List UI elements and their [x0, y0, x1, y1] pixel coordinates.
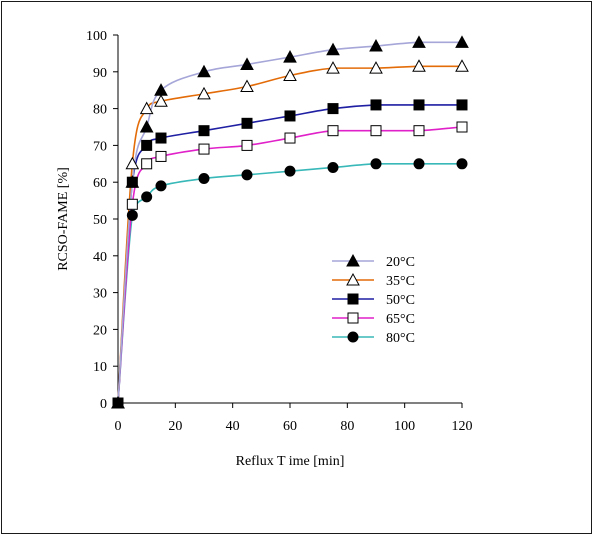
series-line-1 [117, 41, 462, 404]
series-4-point-marker [141, 158, 153, 170]
y-tick-label: 90 [93, 66, 107, 81]
series-5-point-marker [198, 173, 210, 185]
legend-4-marker [347, 312, 359, 324]
y-tick-label: 0 [100, 397, 107, 412]
series-2-point-marker [283, 68, 297, 81]
series-5-point-marker [126, 209, 138, 221]
series-4-point-marker [370, 125, 382, 137]
y-tick-label: 40 [93, 250, 107, 265]
series-5-point-marker [456, 158, 468, 170]
series-3-point-marker [413, 99, 425, 111]
y-ticks: 0 10 20 30 40 50 60 70 80 90 100 [86, 29, 118, 412]
x-ticks: 0 20 40 60 80 100 120 [115, 403, 473, 434]
series-1-point-marker [283, 50, 297, 63]
series-2-point-marker [197, 86, 211, 100]
legend-label-1: 20°C [386, 255, 415, 270]
y-axis-title: RCSO-FAME [%] [56, 167, 71, 271]
series-2-point-marker [369, 61, 383, 74]
y-tick-label: 70 [93, 139, 107, 154]
series-1-point-marker [412, 35, 426, 48]
series-2-point-marker [240, 79, 254, 93]
y-tick-label: 20 [93, 323, 107, 338]
series-4-point-marker [198, 143, 210, 155]
series-4-point-marker [241, 139, 253, 151]
series-5-point-marker [327, 161, 339, 173]
plot-area [117, 35, 462, 404]
series-2-point-marker [455, 59, 469, 72]
x-tick-label: 40 [226, 419, 240, 434]
series-1-point-marker [111, 395, 125, 409]
series-1-point-marker [139, 119, 154, 133]
y-tick-label: 60 [93, 176, 107, 191]
series-1-point-marker [154, 83, 168, 96]
y-tick-label: 10 [93, 360, 107, 375]
series-3-point-marker [241, 117, 253, 129]
series-2-point-marker [412, 59, 426, 72]
series-1-point-marker [455, 35, 469, 48]
series-1-point-marker [240, 57, 254, 70]
x-tick-label: 80 [340, 419, 354, 434]
series-4-point-marker [456, 121, 468, 133]
series-3-point-marker [456, 99, 468, 111]
series-5-point-marker [155, 180, 167, 192]
y-tick-label: 80 [93, 103, 107, 118]
series-markers [111, 35, 469, 409]
series-3-point-marker [327, 103, 339, 115]
series-5-point-marker [141, 191, 153, 203]
x-tick-label: 20 [168, 419, 182, 434]
legend: 20°C 35°C 50°C 65°C 80°C [332, 253, 415, 346]
x-tick-label: 0 [115, 419, 122, 434]
series-lines [117, 41, 463, 404]
x-tick-label: 120 [452, 419, 473, 434]
x-tick-label: 60 [283, 419, 297, 434]
series-3-point-marker [155, 132, 167, 144]
x-tick-label: 100 [394, 419, 415, 434]
series-2-point-marker [139, 101, 154, 115]
series-2-point-marker [326, 61, 340, 74]
x-axis-title: Reflux T ime [min] [236, 454, 345, 469]
y-tick-label: 30 [93, 287, 107, 302]
series-3-point-marker [198, 125, 210, 137]
series-5-point-marker [413, 158, 425, 170]
series-1-point-marker [369, 38, 383, 52]
series-3-point-marker [141, 139, 153, 151]
series-5-point-marker [284, 165, 296, 177]
series-4-point-marker [155, 150, 167, 162]
series-3-point-marker [370, 99, 382, 111]
series-2-point-marker [125, 156, 140, 170]
series-1-point-marker [125, 175, 140, 188]
legend-5-marker [347, 331, 359, 343]
series-5-point-marker [241, 169, 253, 181]
legend-label-4: 65°C [386, 312, 415, 327]
legend-3-marker [347, 293, 359, 305]
series-2-point-marker [154, 94, 168, 107]
y-tick-label: 100 [86, 29, 107, 44]
legend-label-2: 35°C [386, 274, 415, 289]
y-tick-label: 50 [93, 213, 107, 228]
legend-2-marker [346, 272, 360, 286]
series-4-point-marker [327, 125, 339, 137]
series-4-point-marker [413, 125, 425, 137]
legend-label-3: 50°C [386, 293, 415, 308]
series-1-point-marker [326, 42, 340, 56]
series-4-point-marker [126, 198, 138, 210]
series-line-3 [117, 104, 462, 404]
legend-1-marker [346, 253, 360, 267]
legend-label-5: 80°C [386, 331, 415, 346]
series-1-point-marker [197, 64, 211, 78]
series-5-point-marker [370, 158, 382, 170]
series-4-point-marker [284, 132, 296, 144]
series-3-point-marker [284, 110, 296, 122]
